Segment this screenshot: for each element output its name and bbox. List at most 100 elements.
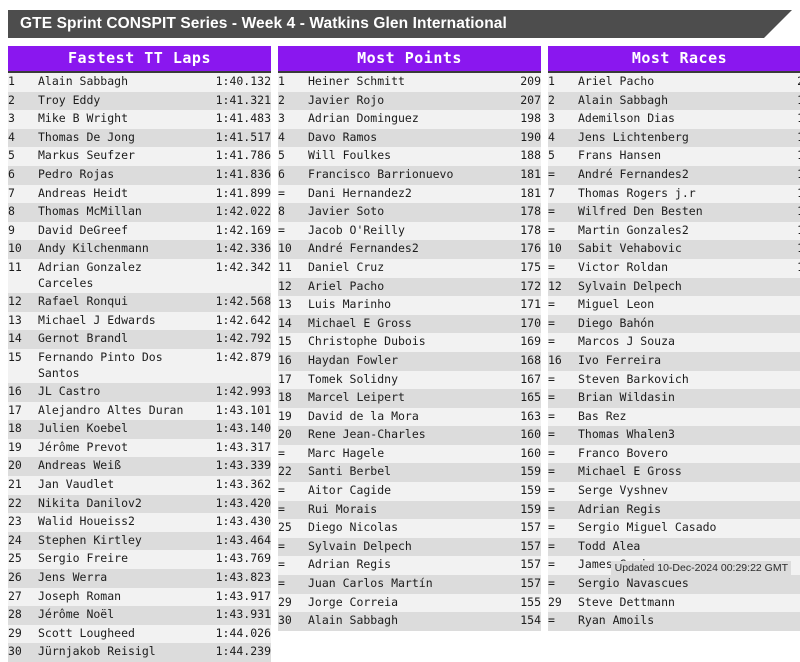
- row-driver-name: Jérôme Prevot: [38, 439, 129, 454]
- row-driver-name: Michael J Edwards: [38, 312, 156, 327]
- row-position: =: [548, 613, 555, 628]
- row-position: =: [548, 390, 555, 405]
- row-position: 23: [8, 514, 22, 529]
- table-row: 9 David DeGreef 1:42.169: [8, 221, 271, 241]
- row-driver-name: Franco Bovero: [578, 445, 669, 460]
- row-value: 8: [767, 519, 800, 538]
- page-title: GTE Sprint CONSPIT Series - Week 4 - Wat…: [20, 15, 507, 32]
- row-driver-name: Michael E Gross: [578, 464, 682, 479]
- table-row: 10 Andy Kilchenmann 1:42.336: [8, 240, 271, 259]
- row-value: 157: [520, 557, 541, 572]
- row-driver-name: Marcel Leipert: [308, 390, 405, 405]
- row-value: 11: [767, 222, 800, 241]
- row-position: 29: [278, 594, 292, 609]
- table-row: = Thomas Whalen3 8: [548, 426, 800, 445]
- table-row: 30 Alain Sabbagh 154: [278, 612, 541, 631]
- row-position: 24: [8, 532, 22, 547]
- row-value: 1:43.430: [215, 514, 271, 529]
- row-position: 4: [548, 129, 555, 144]
- row-value: 8: [767, 426, 800, 445]
- row-value: 1:43.101: [215, 402, 271, 417]
- row-driver-name: Juan Carlos Martín: [308, 576, 433, 591]
- row-position: 6: [8, 166, 15, 181]
- row-driver-name: Haydan Fowler: [308, 352, 399, 367]
- row-position: 19: [8, 439, 22, 454]
- row-value: 1:42.568: [215, 294, 271, 309]
- row-driver-name: Nikita Danilov2: [38, 495, 142, 510]
- row-value: 181: [520, 185, 541, 200]
- table-row: 5 Frans Hansen 12: [548, 147, 800, 166]
- row-value: 157: [520, 576, 541, 591]
- row-position: 17: [278, 371, 292, 386]
- row-driver-name: Sylvain Delpech: [308, 538, 412, 553]
- table-row: 19 David de la Mora 163: [278, 407, 541, 427]
- row-value: 1:41.321: [215, 92, 271, 107]
- row-driver-name: Aitor Cagide: [308, 483, 392, 498]
- table-row: 23 Walid Houeiss2 1:43.430: [8, 513, 271, 532]
- row-driver-name: Davo Ramos: [308, 129, 378, 144]
- row-value: 1:41.786: [215, 148, 271, 163]
- row-position: =: [278, 483, 285, 498]
- row-position: 16: [278, 352, 292, 367]
- row-value: 167: [520, 371, 541, 386]
- row-driver-name: Rene Jean-Charles: [308, 427, 426, 442]
- row-driver-name: Adrian Regis: [308, 557, 392, 572]
- row-position: =: [548, 297, 555, 312]
- table-row: 20 Andreas Weiß 1:43.339: [8, 457, 271, 477]
- table-row: 4 Jens Lichtenberg 13: [548, 128, 800, 148]
- row-driver-name: Andreas Heidt: [38, 185, 129, 200]
- row-position: 13: [8, 312, 22, 327]
- table-row: 16 JL Castro 1:42.993: [8, 383, 271, 402]
- row-position: 15: [278, 334, 292, 349]
- row-value: 155: [520, 594, 541, 609]
- row-value: 11: [767, 203, 800, 222]
- row-value: 178: [520, 204, 541, 219]
- row-driver-name: Scott Lougheed: [38, 625, 135, 640]
- row-value: 16: [767, 92, 800, 111]
- row-value: 170: [520, 315, 541, 330]
- table-row: 22 Nikita Danilov2 1:43.420: [8, 494, 271, 514]
- row-value: 1:43.339: [215, 458, 271, 473]
- row-driver-name: Troy Eddy: [38, 92, 101, 107]
- table-row: 6 Francisco Barrionuevo 181: [278, 165, 541, 185]
- table-row: 18 Marcel Leipert 165: [278, 389, 541, 408]
- table-row: 3 Adrian Dominguez 198: [278, 110, 541, 129]
- row-driver-name: Wilfred Den Besten: [578, 204, 703, 219]
- row-position: =: [548, 371, 555, 386]
- row-value: 1:43.931: [215, 607, 271, 622]
- row-driver-name: Jens Lichtenberg: [578, 129, 689, 144]
- row-position: =: [548, 520, 555, 535]
- table-row: 4 Thomas De Jong 1:41.517: [8, 128, 271, 148]
- row-position: =: [548, 557, 555, 572]
- row-value: 12: [767, 147, 800, 166]
- table-row: = Sylvain Delpech 157: [278, 537, 541, 557]
- row-position: 18: [278, 390, 292, 405]
- row-driver-name: Alain Sabbagh: [38, 74, 129, 88]
- row-value: 9: [767, 333, 800, 352]
- row-driver-name: Pedro Rojas: [38, 166, 115, 181]
- row-position: 25: [8, 551, 22, 566]
- row-value: 9: [767, 278, 800, 297]
- row-driver-name: Markus Seufzer: [38, 148, 135, 163]
- table-row: 5 Markus Seufzer 1:41.786: [8, 147, 271, 166]
- table-row: = Wilfred Den Besten 11: [548, 203, 800, 222]
- table-row: = Juan Carlos Martín 157: [278, 575, 541, 594]
- table-row: 10 Sabit Vehabovic 10: [548, 240, 800, 259]
- row-driver-name: Marc Hagele: [308, 445, 385, 460]
- row-position: =: [548, 222, 555, 237]
- row-value: 1:43.317: [215, 439, 271, 454]
- table-row: 10 André Fernandes2 176: [278, 240, 541, 259]
- row-value: 13: [767, 129, 800, 148]
- row-value: 1:43.420: [215, 495, 271, 510]
- board-table: 1 Alain Sabbagh 1:40.132 2 Troy Eddy 1:41.321…: [8, 73, 271, 662]
- row-driver-name: Michael E Gross: [308, 315, 412, 330]
- row-value: 1:42.342: [215, 259, 271, 274]
- row-driver-name: Adrian Dominguez: [308, 111, 419, 126]
- row-position: 5: [278, 148, 285, 163]
- row-position: 25: [278, 520, 292, 535]
- table-row: = Ryan Amoils 7: [548, 612, 800, 631]
- row-value: 181: [520, 166, 541, 181]
- row-position: 4: [278, 129, 285, 144]
- row-position: =: [548, 427, 555, 442]
